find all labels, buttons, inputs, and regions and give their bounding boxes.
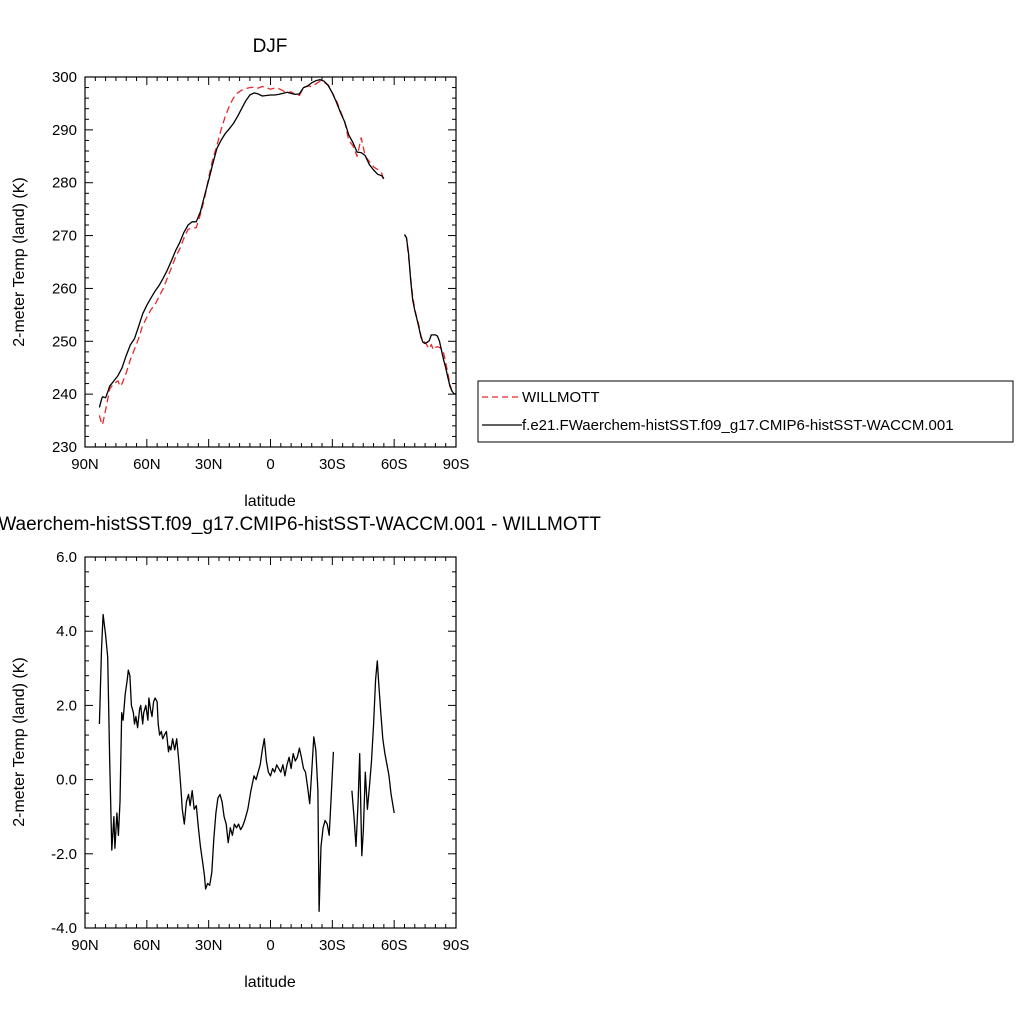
bottom-series-0-line-segment-0 [98,613,335,912]
bottom-y-tick-label: -2.0 [51,846,77,863]
top-x-tick-label: 30N [195,456,223,473]
bottom-x-tick-label: 90N [71,937,99,954]
top-y-tick-label: 250 [52,333,77,350]
bottom-y-tick-label: 2.0 [56,697,77,714]
top-chart-y-axis-label: 2-meter Temp (land) (K) [11,177,28,347]
bottom-chart-plot-frame [84,556,457,929]
top-y-tick-label: 290 [52,122,77,139]
top-chart-x-axis-label: latitude [244,493,296,510]
bottom-x-tick-label: 60S [381,937,408,954]
top-chart-plot-frame [84,76,457,448]
bottom-x-tick-label: 0 [266,937,274,954]
top-series-0-line-segment-1 [403,234,457,395]
top-y-tick-label: 270 [52,228,77,245]
top-x-tick-label: 90S [443,456,470,473]
bottom-x-tick-label: 30S [319,937,346,954]
top-x-tick-label: 60S [381,456,408,473]
top-y-tick-label: 260 [52,280,77,297]
top-series-1-line-segment-1 [403,234,457,395]
top-x-tick-label: 90N [71,456,99,473]
top-y-tick-label: 300 [52,69,77,86]
bottom-series-0-line-segment-1 [351,660,395,857]
legend-box [477,380,1014,443]
legend: WILLMOTT f.e21.FWaerchem-histSST.f09_g17… [477,380,1014,443]
bottom-x-tick-label: 90S [443,937,470,954]
top-y-tick-label: 240 [52,386,77,403]
top-x-tick-label: 30S [319,456,346,473]
top-chart-title: DJF [253,36,288,57]
bottom-chart-x-axis-label: latitude [244,974,296,991]
top-y-tick-label: 230 [52,439,77,456]
bottom-y-tick-label: 4.0 [56,623,77,640]
bottom-y-tick-label: 6.0 [56,549,77,566]
bottom-y-tick-label: -4.0 [51,920,77,937]
bottom-chart-title: f.e21.FWaerchem-histSST.f09_g17.CMIP6-hi… [0,514,601,535]
bottom-x-tick-label: 30N [195,937,223,954]
bottom-chart: f.e21.FWaerchem-histSST.f09_g17.CMIP6-hi… [0,514,601,991]
legend-label-willmott: WILLMOTT [522,389,600,406]
top-x-tick-label: 60N [133,456,161,473]
bottom-chart-y-axis-label: 2-meter Temp (land) (K) [11,657,28,827]
legend-label-model: f.e21.FWaerchem-histSST.f09_g17.CMIP6-hi… [522,417,954,434]
top-series-1-line-segment-0 [98,78,385,408]
top-x-tick-label: 0 [266,456,274,473]
top-chart: DJF 90N 60N 30N 0 30S 60S 90S 230 240 250 260 270 28… [11,36,1014,510]
bottom-y-tick-label: 0.0 [56,772,77,789]
top-y-tick-label: 280 [52,175,77,192]
bottom-x-tick-label: 60N [133,937,161,954]
top-series-0-line-segment-0 [98,80,385,426]
